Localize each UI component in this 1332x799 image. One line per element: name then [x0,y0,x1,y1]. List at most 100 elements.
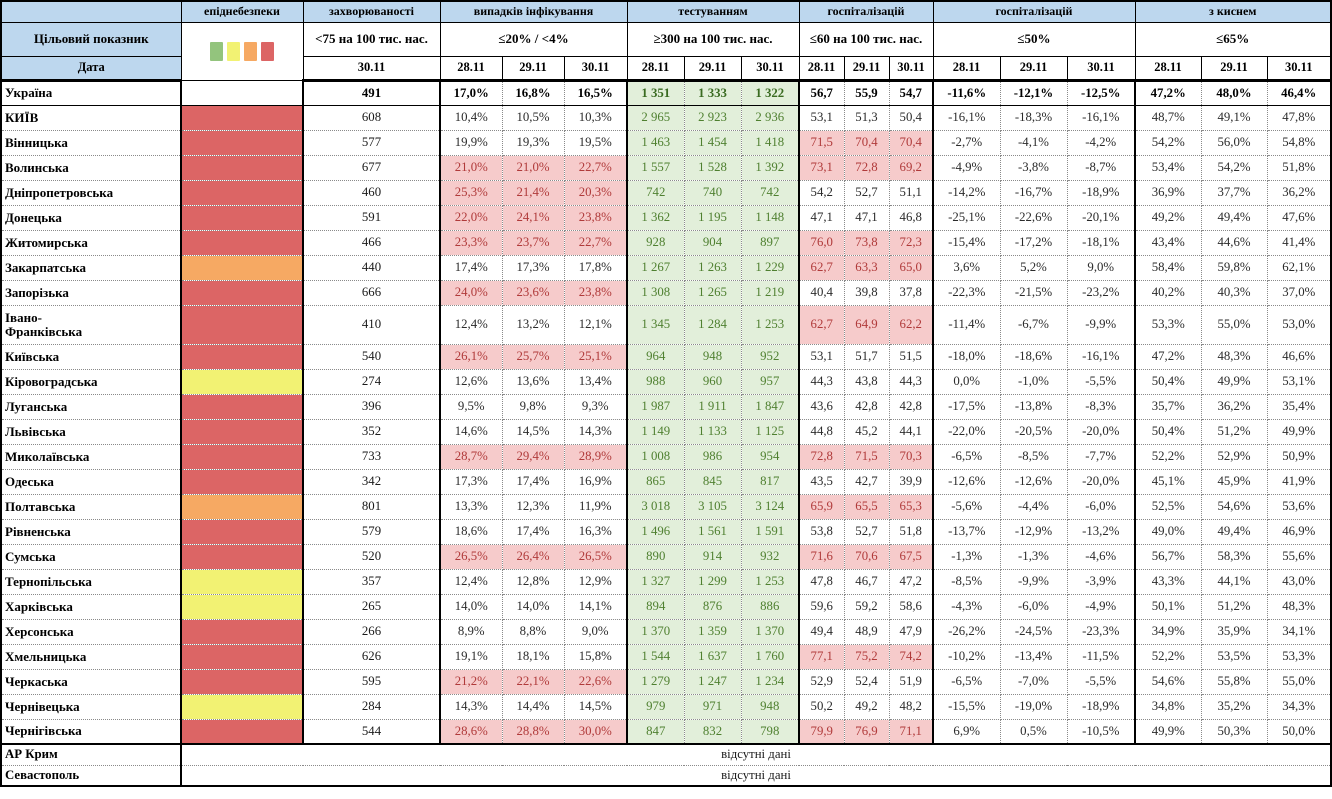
oxygen-cell: 35,9% [1200,618,1268,645]
testing-cell: 897 [740,229,800,256]
positivity-cell: 14,5% [563,693,628,720]
oxygen-cell: 41,4% [1266,229,1332,256]
oxygen-cell: 52,5% [1134,493,1202,520]
positivity-cell: 22,7% [563,154,628,181]
incidence-cell: 357 [302,568,441,595]
positivity-cell: 23,8% [563,279,628,306]
testing-cell: 1 847 [740,393,800,420]
oxygen-cell: 56,0% [1200,129,1268,156]
incidence-cell: 666 [302,279,441,306]
hosp-rate-cell: 73,1 [798,154,845,181]
hosp-rate-cell: 50,4 [888,104,934,131]
positivity-cell: 12,8% [501,568,565,595]
positivity-cell: 9,5% [439,393,503,420]
testing-cell: 1 234 [740,668,800,695]
danger-level-cell [180,393,304,420]
oxygen-cell: 52,9% [1200,443,1268,470]
region-name: Хмельницька [0,643,182,670]
positivity-cell: 16,3% [563,518,628,545]
header-corner-cell [0,0,182,23]
hosp-rate-cell: 65,0 [888,254,934,281]
col-group-oxygen: з киснем [1134,0,1332,23]
danger-level-cell [180,204,304,231]
region-name: Миколаївська [0,443,182,470]
hosp-change-cell: -25,1% [932,204,1001,231]
date-incidence: 30.11 [302,55,441,82]
hosp-change-cell: -15,5% [932,693,1001,720]
oxygen-cell: 49,4% [1200,204,1268,231]
region-name: Луганська [0,393,182,420]
danger-level-cell [180,543,304,570]
testing-cell: 2 923 [683,104,742,131]
danger-level-cell [180,343,304,370]
date-cell: 30.11 [888,55,934,82]
hosp-rate-cell: 53,1 [798,104,845,131]
oxygen-cell: 50,0% [1266,718,1332,745]
oxygen-cell: 55,0% [1200,304,1268,345]
hosp-rate-cell: 43,5 [798,468,845,495]
oxygen-cell: 50,3% [1200,718,1268,745]
hosp-rate-cell: 44,8 [798,418,845,445]
testing-cell: 1 392 [740,154,800,181]
hosp-change-cell: -18,1% [1066,229,1136,256]
hosp-change-cell: -18,0% [932,343,1001,370]
positivity-cell: 13,3% [439,493,503,520]
hosp-rate-cell: 42,8 [888,393,934,420]
region-name: Харківська [0,593,182,620]
hosp-rate-cell: 65,3 [888,493,934,520]
region-name: Чернівецька [0,693,182,720]
oxygen-cell: 37,0% [1266,279,1332,306]
oxygen-cell: 55,6% [1266,543,1332,570]
hosp-change-cell: -18,9% [1066,693,1136,720]
positivity-cell: 22,6% [563,668,628,695]
testing-cell: 1 133 [683,418,742,445]
hosp-change-cell: -22,3% [932,279,1001,306]
hosp-change-cell: -4,9% [932,154,1001,181]
col-group-positivity: випадків інфікування [439,0,628,23]
region-name: АР Крим [0,743,182,766]
positivity-cell: 28,6% [439,718,503,745]
positivity-cell: 17,4% [439,254,503,281]
target-oxygen: ≤65% [1134,21,1332,57]
hosp-rate-cell: 72,8 [798,443,845,470]
hosp-change-cell: -13,2% [1066,518,1136,545]
positivity-cell: 16,9% [563,468,628,495]
hosp-change-cell: -6,7% [999,304,1068,345]
testing-cell: 1 247 [683,668,742,695]
positivity-cell: 13,4% [563,368,628,395]
testing-cell: 1 253 [740,304,800,345]
hosp-rate-cell: 72,3 [888,229,934,256]
positivity-cell: 28,7% [439,443,503,470]
hosp-change-cell: -23,3% [1066,618,1136,645]
oxygen-cell: 50,4% [1134,368,1202,395]
incidence-cell: 342 [302,468,441,495]
hosp-change-cell: -13,4% [999,643,1068,670]
hosp-rate-cell: 72,8 [843,154,890,181]
testing-cell: 1 308 [626,279,685,306]
hosp-rate-cell: 70,6 [843,543,890,570]
hosp-change-cell: -5,5% [1066,668,1136,695]
hosp-change-cell: -23,2% [1066,279,1136,306]
table-row: Україна 491 17,0% 16,8% 16,5% 1 351 1 333 1 322… [0,79,1332,106]
positivity-cell: 18,1% [501,643,565,670]
testing-cell: 798 [740,718,800,745]
hosp-rate-cell: 52,7 [843,179,890,206]
oxygen-cell: 40,3% [1200,279,1268,306]
hosp-change-cell: -12,5% [1066,79,1136,106]
hosp-rate-cell: 51,5 [888,343,934,370]
testing-cell: 957 [740,368,800,395]
positivity-cell: 12,4% [439,568,503,595]
hosp-rate-cell: 47,8 [798,568,845,595]
incidence-cell: 577 [302,129,441,156]
date-row-label: Дата [0,55,182,82]
danger-level-cell [180,693,304,720]
positivity-cell: 26,5% [439,543,503,570]
hosp-change-cell: -20,5% [999,418,1068,445]
hosp-rate-cell: 40,4 [798,279,845,306]
date-cell: 29.11 [999,55,1068,82]
hosp-rate-cell: 79,9 [798,718,845,745]
hosp-rate-cell: 62,2 [888,304,934,345]
incidence-cell: 626 [302,643,441,670]
testing-cell: 1 219 [740,279,800,306]
